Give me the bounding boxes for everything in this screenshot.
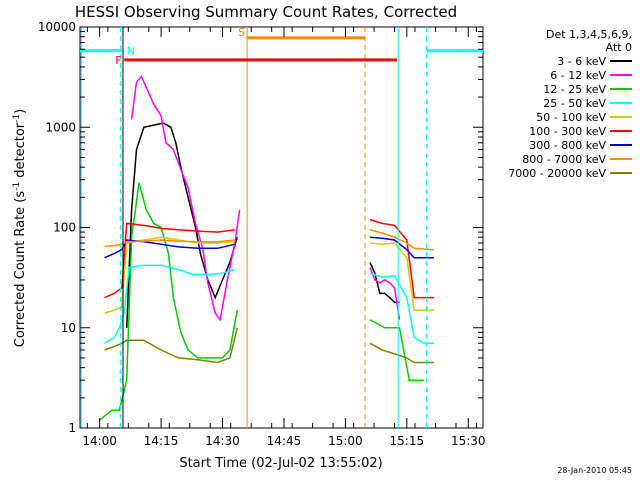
- series-100-300-kev: [104, 218, 434, 299]
- legend-label: 12 - 25 keV: [543, 82, 606, 96]
- y-tick-label: 10: [61, 321, 76, 335]
- legend-swatch: [610, 144, 632, 146]
- series-line: [369, 319, 424, 381]
- y-tick-label: 1: [68, 421, 76, 435]
- legend-label: 800 - 7000 keV: [522, 152, 606, 166]
- series-line: [104, 327, 239, 364]
- legend-label: 7000 - 20000 keV: [508, 166, 606, 180]
- series-300-800-kev: [104, 236, 434, 259]
- series-line: [369, 242, 434, 311]
- x-tick-label: 14:15: [144, 434, 179, 448]
- night-flag-label: N: [127, 45, 135, 58]
- legend-label: 100 - 300 keV: [529, 124, 606, 138]
- x-tick-label: 15:30: [451, 434, 486, 448]
- series-line: [125, 122, 239, 328]
- x-tick-label: 15:15: [390, 434, 425, 448]
- legend-label: 50 - 100 keV: [536, 110, 606, 124]
- legend-label: 300 - 800 keV: [529, 138, 606, 152]
- x-axis-label: Start Time (02-Jul-02 13:55:02): [179, 456, 382, 471]
- legend-label: 3 - 6 keV: [557, 54, 606, 68]
- y-axis-label: Corrected Count Rate (s-1 detector-1): [12, 109, 28, 347]
- legend-entry: 12 - 25 keV: [472, 82, 632, 96]
- legend-swatch: [610, 116, 632, 118]
- series-line: [104, 264, 236, 344]
- legend-swatch: [610, 158, 632, 160]
- series-line: [369, 228, 434, 251]
- legend-header-line1: Det 1,3,4,5,6,9,: [545, 28, 632, 41]
- series-line: [369, 267, 401, 320]
- legend-swatch: [610, 60, 632, 62]
- legend-header-line2: Att 0: [605, 41, 632, 54]
- series-line: [369, 342, 434, 364]
- series-line: [104, 239, 235, 248]
- series-line: [99, 182, 239, 421]
- legend-swatch: [610, 102, 632, 104]
- x-tick-label: 15:00: [328, 434, 363, 448]
- legend-entry: 7000 - 20000 keV: [472, 166, 632, 180]
- y-tick-label: 100: [53, 221, 76, 235]
- y-tick-label: 10000: [38, 20, 76, 34]
- legend-entry: 3 - 6 keV: [472, 54, 632, 68]
- legend-entry: 50 - 100 keV: [472, 110, 632, 124]
- series-line: [104, 236, 235, 314]
- series-line: [369, 236, 434, 259]
- series-6-12-kev: [130, 75, 401, 322]
- legend-entry: 6 - 12 keV: [472, 68, 632, 82]
- series-line: [104, 239, 235, 259]
- legend-swatch: [610, 130, 632, 132]
- series-25-50-kev: [104, 264, 434, 345]
- legend-entry: 25 - 50 keV: [472, 96, 632, 110]
- series-line: [130, 75, 241, 322]
- y-label-sup2: -1: [12, 114, 22, 123]
- x-tick-label: 14:30: [205, 434, 240, 448]
- legend-entry: 100 - 300 keV: [472, 124, 632, 138]
- series-line: [369, 272, 434, 345]
- flare-flag-label: F: [115, 54, 121, 67]
- x-tick-label: 14:45: [267, 434, 302, 448]
- y-tick-label: 1000: [45, 120, 76, 134]
- saa-flag-label: S: [238, 26, 245, 39]
- series-800-7000-kev: [104, 228, 434, 251]
- plot-frame: [79, 26, 484, 429]
- legend-swatch: [610, 74, 632, 76]
- series-50-100-kev: [104, 236, 434, 314]
- legend-entry: 800 - 7000 keV: [472, 152, 632, 166]
- series-7000-20000-kev: [104, 327, 434, 364]
- legend-swatch: [610, 172, 632, 174]
- series-12-25-kev: [99, 182, 424, 421]
- legend-swatch: [610, 88, 632, 90]
- series-line: [369, 218, 434, 299]
- series-line: [369, 261, 400, 303]
- series-line: [104, 222, 235, 299]
- chart-title: HESSI Observing Summary Count Rates, Cor…: [75, 3, 457, 21]
- legend: Det 1,3,4,5,6,9, Att 0 3 - 6 keV 6 - 12 k…: [472, 28, 632, 180]
- legend-label: 25 - 50 keV: [543, 96, 606, 110]
- series-3-6-kev: [125, 122, 400, 328]
- legend-entry: 300 - 800 keV: [472, 138, 632, 152]
- timestamp: 28-Jan-2010 05:45: [557, 466, 632, 475]
- x-tick-label: 14:00: [82, 434, 117, 448]
- legend-label: 6 - 12 keV: [550, 68, 606, 82]
